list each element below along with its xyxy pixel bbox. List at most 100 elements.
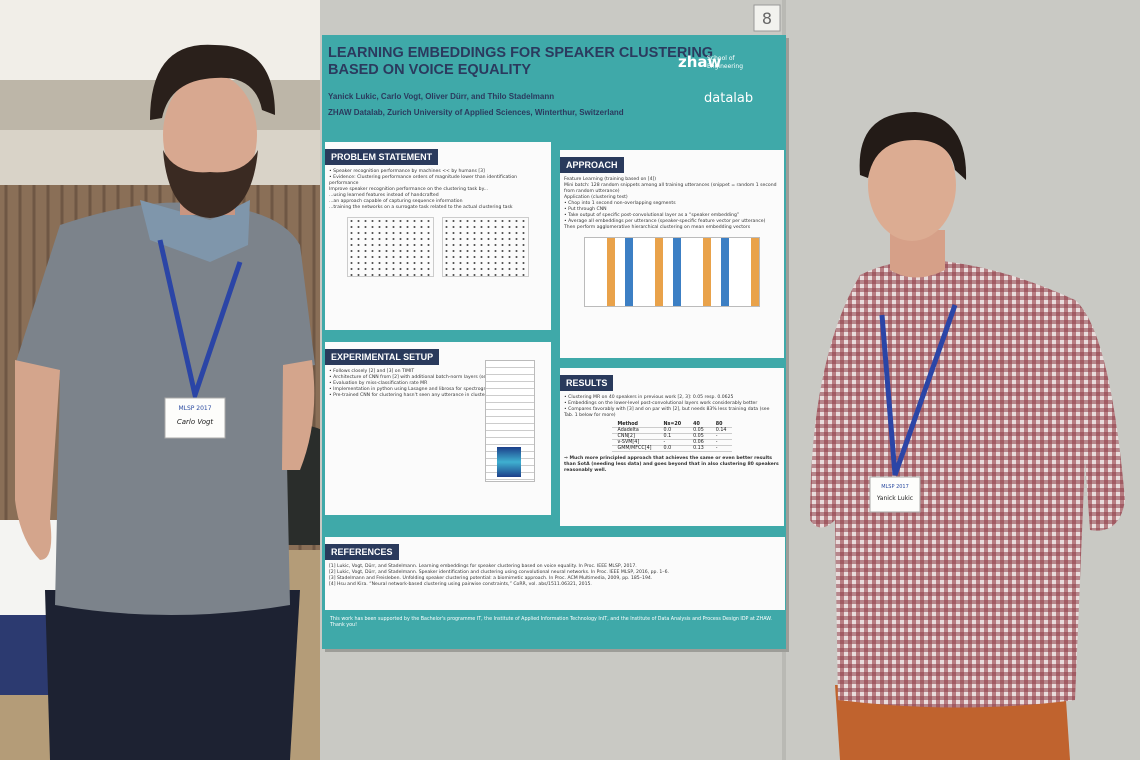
lanyard-r <box>879 304 958 476</box>
figure <box>329 217 547 277</box>
table-cell: - <box>709 439 733 446</box>
left-face <box>163 73 257 197</box>
poster-title: LEARNING EMBEDDINGS FOR SPEAKER CLUSTERI… <box>328 45 714 61</box>
table-cell: ν-SVM[4] <box>611 439 658 446</box>
section-heading: APPROACH <box>560 157 624 173</box>
section-line: • Implementation in python using Lasagne… <box>329 387 496 392</box>
section-heading: REFERENCES <box>325 544 399 560</box>
section-line: • Follows closely [2] and [3] on TIMIT <box>329 369 415 374</box>
table-cell: - <box>709 445 733 452</box>
section-line: • Evaluation by miss-classification rate… <box>329 381 428 386</box>
section-line: ...training the networks on a surrogate … <box>329 205 513 210</box>
collar <box>140 200 250 262</box>
lanyard-l <box>157 239 243 405</box>
diagram <box>584 237 760 307</box>
number-tag <box>753 4 781 32</box>
table-cell: - <box>657 439 688 446</box>
badge-name: Carlo Vogt <box>177 418 214 426</box>
section-heading: RESULTS <box>560 375 614 391</box>
right-hair <box>859 112 967 180</box>
section-line: ...using learned features instead of han… <box>329 193 439 198</box>
section-line: • Average all embeddings per utterance (… <box>564 219 766 224</box>
badge-event: MLSP 2017 <box>881 484 909 490</box>
badge-event: MLSP 2017 <box>178 405 211 412</box>
left-pants <box>45 590 300 760</box>
poster-section: APPROACH Feature Learning (training based… <box>560 150 784 358</box>
poster-section: PROBLEM STATEMENT • Speaker recognition p… <box>325 142 551 330</box>
section-line: • Speaker recognition performance by mac… <box>329 169 485 174</box>
table-row: GMM/MFCC[4] 0.0 0.13- <box>611 445 733 452</box>
plot <box>442 217 529 277</box>
logo-school: School of <box>707 55 735 62</box>
table-cell: CNN[2] <box>611 433 658 440</box>
table-cell: 0.0 <box>657 445 688 452</box>
left-beard <box>163 150 258 218</box>
badge-r <box>869 476 921 513</box>
section-line: Feature Learning (training based on [4]) <box>564 177 657 182</box>
right-arm <box>282 360 315 470</box>
poster-section: RESULTS • Clustering MR on 40 speakers in… <box>560 368 784 526</box>
table-cell: - <box>709 433 733 440</box>
table-cell: Adadelta <box>611 427 658 434</box>
left-arm <box>15 360 60 560</box>
badge-name: Yanick Lukic <box>876 495 913 502</box>
plot <box>347 217 434 277</box>
table-cell: 0.06 <box>687 439 710 446</box>
section-heading: EXPERIMENTAL SETUP <box>325 349 440 365</box>
poster-section: REFERENCES [1] Lukic, Vogt, Dürr, and Sta… <box>325 537 785 610</box>
table-cell: 0.05 <box>687 433 710 440</box>
table-cell: 0.1 <box>657 433 688 440</box>
logo-datalab: datalab <box>704 91 754 106</box>
table-row: CNN[2] 0.1 0.05- <box>611 433 733 440</box>
section-line: [3] Stadelmann and Freisleben. Unfolding… <box>329 576 653 581</box>
section-line: [2] Lukic, Vogt, Dürr, and Stadelmann. S… <box>329 570 669 575</box>
table-header-cell: Ns=20 <box>657 422 688 428</box>
logo-zhaw: zhaw <box>678 53 722 71</box>
table-header-cell: 80 <box>709 422 733 428</box>
network-diagram <box>485 360 535 482</box>
section-line: [4] Hsu and Kira. “Neural network-based … <box>329 582 592 587</box>
section-line: ...an approach capable of capturing sequ… <box>329 199 463 204</box>
section-line: • Compares favorably with [3] and on par… <box>564 407 770 418</box>
poster: LEARNING EMBEDDINGS FOR SPEAKER CLUSTERI… <box>322 35 786 649</box>
section-line: Mini batch: 128 random snippets among al… <box>564 183 777 194</box>
poster-title: BASED ON VOICE EQUALITY <box>328 62 532 78</box>
table-header-cell: 40 <box>687 422 710 428</box>
poster-section: EXPERIMENTAL SETUP • Follows closely [2] … <box>325 342 551 515</box>
spectrogram <box>497 447 521 477</box>
poster-number: 8 <box>762 9 772 28</box>
table-skirt <box>0 615 50 695</box>
poster-authors: Yanick Lukic, Carlo Vogt, Oliver Dürr, a… <box>328 92 555 101</box>
section-line: Then perform agglomerative hierarchical … <box>564 225 751 230</box>
section-line: • Chop into 1 second non-overlapping seg… <box>564 201 676 206</box>
left-hair <box>150 44 275 120</box>
table-header-cell: Method <box>611 422 658 428</box>
section-line: Application (clustering test) <box>564 195 628 200</box>
right-neck <box>890 230 945 278</box>
poster-affiliation: ZHAW Datalab, Zurich University of Appli… <box>328 108 624 117</box>
table-cell: 0.0 <box>657 427 688 434</box>
results-table: Method Ns=20 40 80 Adadelta 0.0 0.05 0.14 CNN[2]… <box>611 422 733 452</box>
section-line: • Put through CNN <box>564 207 607 212</box>
table-row: ν-SVM[4] -0.06- <box>611 439 733 446</box>
table-row: Adadelta 0.0 0.05 0.14 <box>611 427 733 434</box>
section-line: • Take output of specific post-convoluti… <box>564 213 740 218</box>
section-line: [1] Lukic, Vogt, Dürr, and Stadelmann. L… <box>329 564 637 569</box>
section-line: • Evidence: Clustering performance order… <box>329 175 518 186</box>
table-cell: 0.14 <box>709 427 733 434</box>
right-face <box>868 129 956 241</box>
section-line: • Clustering MR on 40 speakers in previo… <box>564 395 734 400</box>
conclusion: ⇒ Much more principled approach that ach… <box>564 456 779 473</box>
table-cell: 0.05 <box>687 427 710 434</box>
section-line: • Architecture of CNN from [2] with addi… <box>329 375 505 380</box>
section-line: Improve speaker recognition performance … <box>329 187 489 192</box>
section-heading: PROBLEM STATEMENT <box>325 149 439 165</box>
section-line: • Pre-trained CNN for clustering hasn't … <box>329 393 524 398</box>
section-line: • Embeddings on the lower-level post-con… <box>564 401 758 406</box>
badge-l <box>164 397 226 439</box>
table-header: Method Ns=20 40 80 <box>611 422 733 428</box>
table-cell: GMM/MFCC[4] <box>611 445 658 452</box>
logo-school: Engineering <box>707 63 743 70</box>
acknowledgment: This work has been supported by the Bach… <box>330 617 772 628</box>
